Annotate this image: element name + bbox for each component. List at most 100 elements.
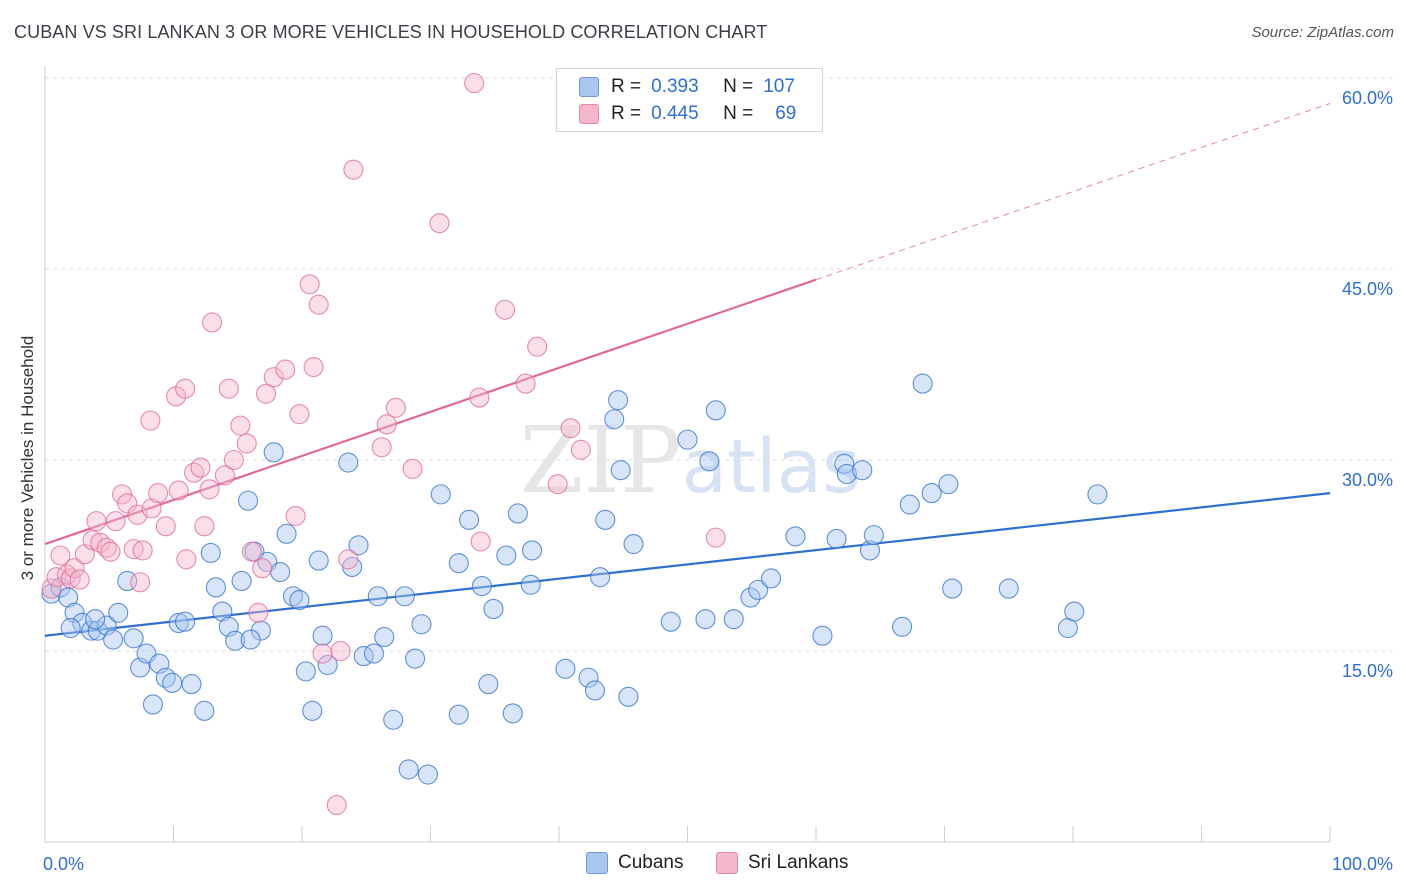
sri-lankan-point [199,479,220,500]
sri-lankan-point [330,640,351,662]
sri-lankan-point [275,359,296,380]
sri-lankan-point [194,516,215,537]
sri-lankan-point [570,439,591,460]
sri-lankans-trend-line [44,278,817,546]
sri-lankan-point [148,483,169,504]
cuban-point [108,602,129,623]
sri-lankan-point [132,540,153,561]
sri-lankan-point [402,458,423,479]
cuban-point [103,629,124,650]
source-credit: Source: ZipAtlas.com [1251,24,1394,41]
cuban-point [863,525,884,546]
sri-lankan-point [176,549,197,570]
cuban-point [677,429,698,450]
sri-lankan-point [230,415,251,436]
cuban-point [595,509,616,530]
cuban-point [496,545,517,566]
sri-lankans-trend-extension [815,102,1331,281]
cuban-point [312,625,333,646]
cuban-point [521,540,543,561]
series-legend: Cubans Sri Lankans [0,852,1406,878]
cuban-point [240,629,261,650]
cubans-trend-line [44,492,1331,637]
sri-lankan-point [469,387,490,408]
cuban-point [212,601,233,622]
sri-lankan-point [100,541,121,562]
sri-lankan-point [429,213,450,234]
sri-lankan-point [117,493,138,514]
cuban-point [1087,484,1108,505]
data-points [41,73,1108,816]
cuban-point [417,764,438,785]
cuban-point [85,609,106,630]
cuban-point [181,674,202,695]
cuban-point [921,483,942,504]
sri-lankan-point [705,527,726,548]
cubans-swatch [579,77,599,97]
cuban-point [892,616,913,637]
sri-lankan-point [494,299,516,320]
trend-lines [44,102,1331,637]
legend-item-sri-lankans: Sri Lankans [716,852,848,874]
cuban-point [899,494,920,515]
r-value: 0.445 [651,103,699,124]
cuban-point [608,390,629,411]
cuban-point [812,625,833,646]
sri-lankan-point [236,433,257,454]
cuban-point [520,574,541,595]
cuban-point [760,568,782,589]
n-value: 107 [763,76,795,97]
cuban-point [394,586,415,607]
cuban-point [263,442,284,463]
n-value: 69 [775,103,797,124]
cuban-point [623,533,644,555]
cuban-point [367,586,388,607]
legend-label-sri-lankans: Sri Lankans [748,852,849,873]
cuban-point [502,703,523,724]
cuban-point [660,611,681,632]
sri-lankan-point [312,643,333,664]
sri-lankan-point [527,336,548,357]
sri-lankan-point [385,397,406,418]
sri-lankan-point [155,516,176,537]
cuban-point [142,694,163,715]
cuban-point [363,643,385,664]
cuban-point [555,658,576,679]
cuban-point [64,602,85,623]
sri-lankan-point [50,545,71,566]
n-label: N = [723,76,754,97]
sri-lankan-point [105,511,126,532]
sri-lankan-point [470,531,491,552]
watermark: ZIPatlas [520,407,861,514]
cuban-point [194,700,215,721]
legend-row-sri-lankans: R = 0.445 N = 69 [579,101,796,127]
correlation-legend: R = 0.393 N = 107 R = 0.445 N = 69 [556,68,823,132]
sri-lankan-point [248,602,269,623]
sri-lankan-point [86,511,107,532]
sri-lankan-point [255,383,277,404]
sri-lankan-point [338,549,359,570]
cuban-point [250,620,271,641]
cuban-point [81,620,102,641]
cuban-point [610,460,631,481]
cuban-point [276,523,297,544]
cuban-point [785,526,806,547]
sri-lankan-point [515,373,536,394]
sri-lankan-point [560,418,581,439]
sri-lankan-point [41,578,62,599]
cuban-point [205,577,226,598]
y-axis-title: 3 or more Vehicles in Household [18,335,37,581]
cuban-point [295,661,316,682]
sri-lankan-point [371,437,392,458]
y-tick-label: 30.0% [1342,470,1393,490]
sri-lankan-point [547,474,568,495]
cuban-point [1064,601,1085,622]
sri-lankan-point [241,541,262,562]
cuban-point [162,672,183,693]
cuban-point [723,609,744,630]
sri-lankan-point [252,558,273,579]
cuban-point [740,587,761,608]
cuban-point [317,654,338,676]
r-value: 0.393 [651,76,699,97]
